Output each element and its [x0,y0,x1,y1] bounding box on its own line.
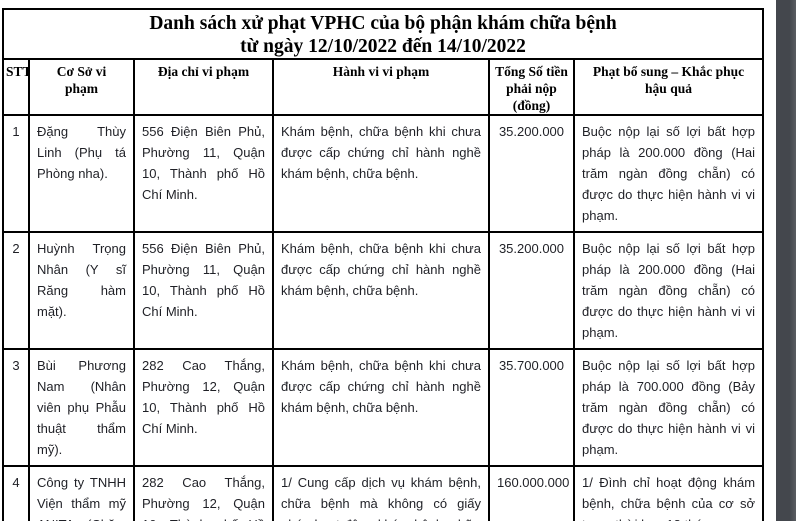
title-line-1: Danh sách xử phạt VPHC của bộ phận khám … [149,13,617,34]
document-title: Danh sách xử phạt VPHC của bộ phận khám … [1,8,765,60]
violation-cell: Khám bệnh, chữa bệnh khi chưa được cấp c… [272,348,490,467]
stt-cell: 1 [2,114,30,233]
header-violation: Hành vi vi phạm [272,58,490,116]
amount-cell: 35.700.000 [488,348,575,467]
header-stt: STT [2,58,30,116]
sanction-paragraph: Buộc nộp lại số lợi bất hợp pháp là 700.… [582,358,756,457]
header-amount: Tổng Số tiền phải nộp (đồng) [488,58,575,116]
header-facility: Cơ Sở vi phạm [28,58,135,116]
title-line-2: từ ngày 12/10/2022 đến 14/10/2022 [240,36,526,57]
penalty-table: Danh sách xử phạt VPHC của bộ phận khám … [1,8,765,521]
sanction-cell: Buộc nộp lại số lợi bất hợp pháp là 200.… [572,114,765,233]
viewer-edge-strip [776,0,796,521]
facility-cell: Bùi Phương Nam (Nhân viên phụ Phẫu thuật… [28,348,135,467]
facility-cell: Công ty TNHH Viện thẩm mỹ ANITA (Chăm só… [28,465,135,521]
amount-cell: 35.200.000 [488,231,575,350]
header-address: Địa chỉ vi phạm [133,58,274,116]
amount-cell: 35.200.000 [488,114,575,233]
facility-cell: Huỳnh Trọng Nhân (Y sĩ Răng hàm mặt). [28,231,135,350]
amount-cell: 160.000.000 [488,465,575,521]
title-row: Danh sách xử phạt VPHC của bộ phận khám … [1,8,765,60]
sanction-cell: 1/ Đình chỉ hoạt động khám bệnh, chữa bệ… [572,465,765,521]
table-row: 2 Huỳnh Trọng Nhân (Y sĩ Răng hàm mặt). … [2,231,765,350]
table-row: 3 Bùi Phương Nam (Nhân viên phụ Phẫu thu… [2,348,765,467]
header-sanction: Phạt bổ sung – Khắc phục hậu quả [572,58,765,116]
address-cell: 556 Điện Biên Phủ, Phường 11, Quận 10, T… [133,114,274,233]
penalty-document: Danh sách xử phạt VPHC của bộ phận khám … [1,8,765,521]
address-cell: 282 Cao Thắng, Phường 12, Quận 10, Thành… [133,348,274,467]
stt-cell: 4 [2,465,30,521]
address-cell: 556 Điện Biên Phủ, Phường 11, Quận 10, T… [133,231,274,350]
sanction-paragraph: 1/ Đình chỉ hoạt động khám bệnh, chữa bệ… [582,475,756,521]
header-row: STT Cơ Sở vi phạm Địa chỉ vi phạm Hành v… [2,58,765,116]
table-row: 4 Công ty TNHH Viện thẩm mỹ ANITA (Chăm … [2,465,765,521]
address-cell: 282 Cao Thắng, Phường 12, Quận 10, Thành… [133,465,274,521]
sanction-paragraph: Buộc nộp lại số lợi bất hợp pháp là 200.… [582,241,756,340]
violation-cell: 1/ Cung cấp dịch vụ khám bệnh, chữa bệnh… [272,465,490,521]
table-row: 1 Đặng Thùy Linh (Phụ tá Phòng nha). 556… [2,114,765,233]
sanction-cell: Buộc nộp lại số lợi bất hợp pháp là 200.… [572,231,765,350]
stt-cell: 3 [2,348,30,467]
violation-cell: Khám bệnh, chữa bệnh khi chưa được cấp c… [272,114,490,233]
violation-cell: Khám bệnh, chữa bệnh khi chưa được cấp c… [272,231,490,350]
facility-cell: Đặng Thùy Linh (Phụ tá Phòng nha). [28,114,135,233]
sanction-cell: Buộc nộp lại số lợi bất hợp pháp là 700.… [572,348,765,467]
stt-cell: 2 [2,231,30,350]
sanction-paragraph: Buộc nộp lại số lợi bất hợp pháp là 200.… [582,124,756,223]
